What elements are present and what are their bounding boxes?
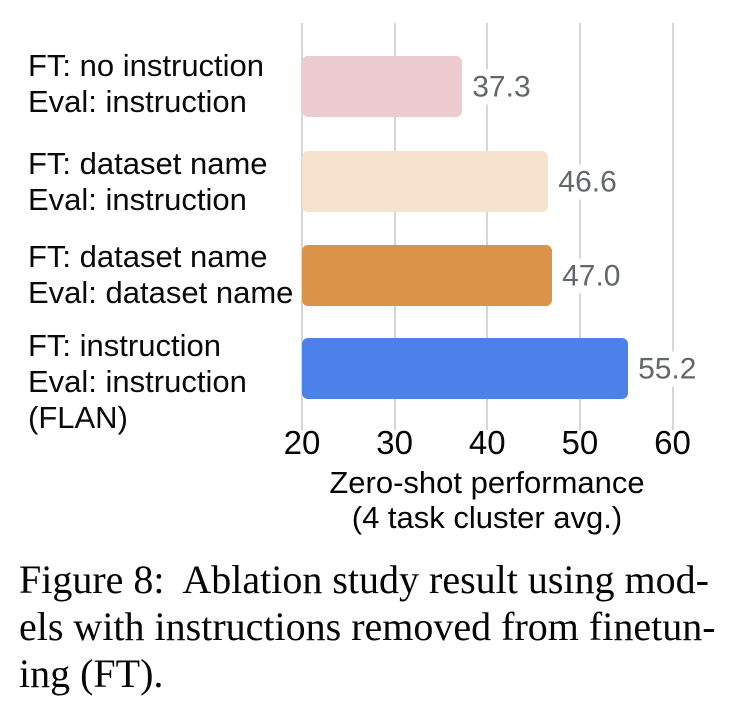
- bar-value-label: 46.6: [554, 164, 621, 199]
- row-label-line: FT: dataset name: [28, 146, 268, 181]
- caption-line: Figure 8: Ablation study result using mo…: [19, 557, 709, 602]
- row-label-line: Eval: instruction: [28, 364, 247, 399]
- x-tick-label: 30: [376, 424, 413, 461]
- bar-ft-dataset-name-eval-dataset-name: 47.0: [302, 245, 625, 306]
- x-tick-label: 60: [654, 424, 691, 461]
- caption-line: els with instructions removed from finet…: [19, 604, 716, 649]
- row-label-line: Eval: dataset name: [28, 275, 294, 310]
- row-label-line: Eval: instruction: [28, 182, 247, 217]
- row-label-line: FT: instruction: [28, 328, 221, 363]
- gridline: [578, 23, 581, 430]
- bar-value-label: 55.2: [634, 351, 701, 386]
- row-label-ft-dataset-name-eval-dataset-name: FT: dataset name Eval: dataset name: [28, 239, 293, 311]
- row-label-ft-instruction-flan: FT: instruction Eval: instruction (FLAN): [28, 328, 247, 436]
- row-label-ft-no-instruction: FT: no instruction Eval: instruction: [28, 48, 264, 120]
- gridline: [486, 23, 489, 430]
- row-label-line: Eval: instruction: [28, 84, 247, 119]
- row-label-ft-dataset-name-eval-instruction: FT: dataset name Eval: instruction: [28, 146, 268, 218]
- gridline: [301, 23, 303, 430]
- x-tick-label: 20: [283, 424, 321, 461]
- plot-area: 37.3 46.6 47.0 55.2 20 30 40 50 60: [284, 23, 742, 461]
- bar-ft-instruction-flan: 55.2: [302, 338, 701, 399]
- figure-caption: Figure 8: Ablation study result using mo…: [19, 556, 729, 697]
- row-label-line: FT: dataset name: [28, 239, 268, 274]
- x-axis-title-line: (4 task cluster avg.): [351, 500, 623, 535]
- x-tick-label: 40: [468, 424, 506, 461]
- gridline: [671, 23, 674, 430]
- gridline: [393, 23, 396, 430]
- x-tick-label: 50: [561, 424, 599, 461]
- bar-ft-dataset-name-eval-instruction: 46.6: [302, 151, 621, 212]
- bar-value-label: 37.3: [468, 69, 535, 104]
- x-axis-title-line: Zero-shot performance: [329, 465, 645, 500]
- row-label-line: FT: no instruction: [28, 48, 265, 83]
- row-label-line: (FLAN): [28, 400, 128, 435]
- caption-line: ing (FT).: [19, 651, 164, 696]
- bar-ft-no-instruction: 37.3: [302, 56, 535, 117]
- bar-value-label: 47.0: [558, 258, 625, 293]
- x-axis-title: Zero-shot performance (4 task cluster av…: [302, 465, 672, 535]
